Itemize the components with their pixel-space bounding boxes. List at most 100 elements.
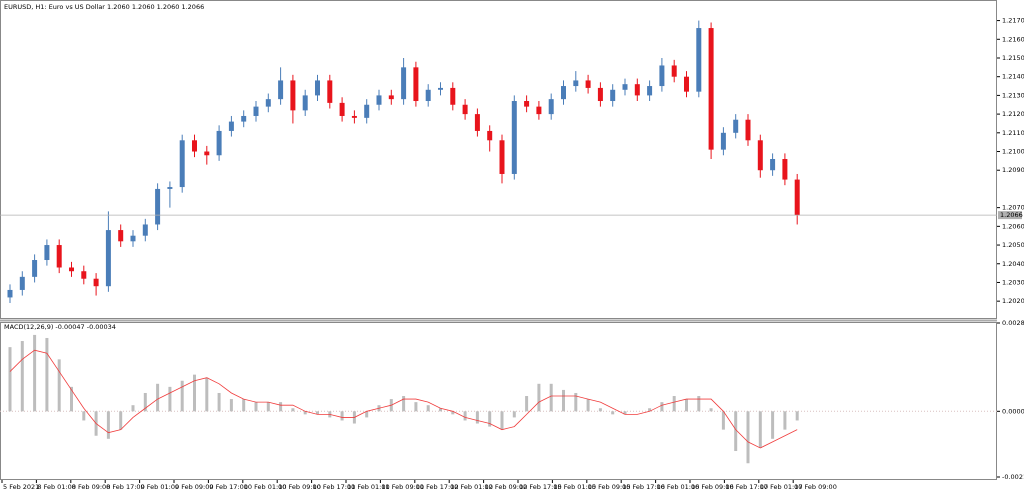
- macd-bar: [303, 411, 307, 415]
- macd-bar: [180, 380, 184, 412]
- candle-body: [647, 86, 653, 96]
- macd-bar: [672, 396, 676, 412]
- x-tick-label: 12 Feb 17:00: [519, 483, 562, 491]
- candle-body: [155, 188, 161, 225]
- candle-body: [597, 87, 603, 102]
- candle-body: [81, 271, 87, 279]
- macd-bar: [562, 389, 565, 412]
- y-tick-label: 1.2060: [1002, 222, 1024, 230]
- macd-bar: [131, 405, 135, 412]
- x-tick-label: 11 Feb 17:00: [416, 483, 459, 491]
- candle-body: [684, 76, 689, 92]
- candle-body: [659, 65, 665, 87]
- candle-body: [622, 84, 628, 90]
- x-tick-label: 9 Feb 09:00: [175, 483, 214, 491]
- y-tick-label: 0.00000: [1002, 407, 1024, 415]
- macd-bar: [488, 411, 492, 427]
- candle-body: [216, 130, 222, 156]
- macd-bar: [586, 399, 590, 412]
- price-pane: [0, 0, 997, 319]
- macd-bar: [783, 411, 787, 430]
- candle-body: [438, 87, 443, 90]
- candle-body: [241, 115, 247, 122]
- macd-bar: [734, 411, 738, 452]
- y-tick-label: -0.00215: [1002, 473, 1024, 481]
- candle-body: [388, 95, 394, 100]
- candle-body: [474, 114, 480, 131]
- candle-body: [696, 28, 702, 92]
- macd-bar: [82, 411, 86, 421]
- candle-body: [733, 119, 739, 133]
- macd-bar: [771, 411, 775, 439]
- candle-body: [228, 121, 234, 131]
- candle-body: [7, 289, 13, 298]
- candle-body: [327, 80, 333, 103]
- macd-bar: [414, 402, 418, 412]
- macd-bar: [156, 383, 160, 412]
- candle-body: [573, 80, 579, 87]
- y-tick-label: 1.2140: [1002, 73, 1024, 81]
- macd-bar: [279, 402, 283, 412]
- y-tick-label: 1.2110: [1002, 129, 1024, 137]
- y-tick-label: 1.2070: [1002, 204, 1024, 212]
- macd-bar: [549, 383, 553, 412]
- candle-body: [794, 179, 800, 216]
- candle-body: [118, 230, 124, 242]
- candle-body: [770, 159, 776, 171]
- candle-body: [130, 235, 136, 242]
- macd-bar: [242, 399, 246, 412]
- macd-bar: [119, 411, 123, 430]
- x-tick-label: 15 Feb 17:00: [622, 483, 665, 491]
- candle-body: [487, 130, 493, 141]
- macd-bar: [143, 392, 147, 412]
- macd-bar: [291, 408, 295, 412]
- x-tick-label: 12 Feb 01:00: [450, 483, 493, 491]
- candle-body: [290, 80, 296, 111]
- macd-bar: [685, 399, 688, 412]
- candle-body: [524, 101, 530, 107]
- x-tick-label: 10 Feb 01:00: [244, 483, 287, 491]
- candle-body: [634, 84, 640, 96]
- macd-bar: [20, 341, 24, 412]
- macd-bar: [365, 411, 369, 418]
- y-tick-label: 1.2100: [1002, 148, 1024, 156]
- candle-body: [585, 80, 591, 88]
- candle-body: [351, 115, 357, 118]
- candle-body: [93, 278, 99, 287]
- macd-bar: [598, 408, 602, 412]
- macd-bar: [340, 411, 344, 421]
- macd-bar: [217, 392, 221, 412]
- candle-body: [204, 151, 210, 156]
- macd-bar: [648, 408, 652, 412]
- x-tick-label: 17 Feb 09:00: [794, 483, 837, 491]
- macd-bar: [266, 402, 270, 412]
- candle-body: [19, 276, 25, 290]
- x-tick-label: 8 Feb 01:00: [37, 483, 76, 491]
- candle-body: [315, 80, 320, 96]
- candle-body: [450, 87, 456, 105]
- candle-body: [192, 140, 197, 152]
- macd-bar: [57, 359, 61, 412]
- macd-bar: [168, 386, 172, 412]
- macd-bar: [574, 392, 578, 412]
- macd-bar: [229, 399, 233, 412]
- candle-body: [44, 245, 50, 261]
- macd-bar: [758, 411, 762, 448]
- macd-bar: [70, 386, 73, 412]
- macd-bar: [475, 411, 479, 424]
- candle-body: [339, 102, 345, 116]
- candle-body: [142, 224, 148, 236]
- x-tick-label: 17 Feb 01:00: [760, 483, 803, 491]
- candle-body: [536, 106, 542, 115]
- macd-bar: [426, 405, 430, 412]
- candle-body: [610, 89, 616, 102]
- x-tick-label: 8 Feb 17:00: [106, 483, 145, 491]
- candle-body: [265, 99, 271, 107]
- macd-bar: [512, 411, 516, 418]
- macd-bar: [660, 402, 664, 412]
- macd-bar: [721, 411, 725, 430]
- current-price-label: 1.2066: [1000, 211, 1023, 219]
- candle-body: [376, 95, 382, 105]
- current-price-box: [998, 211, 1022, 220]
- macd-bar: [205, 377, 209, 412]
